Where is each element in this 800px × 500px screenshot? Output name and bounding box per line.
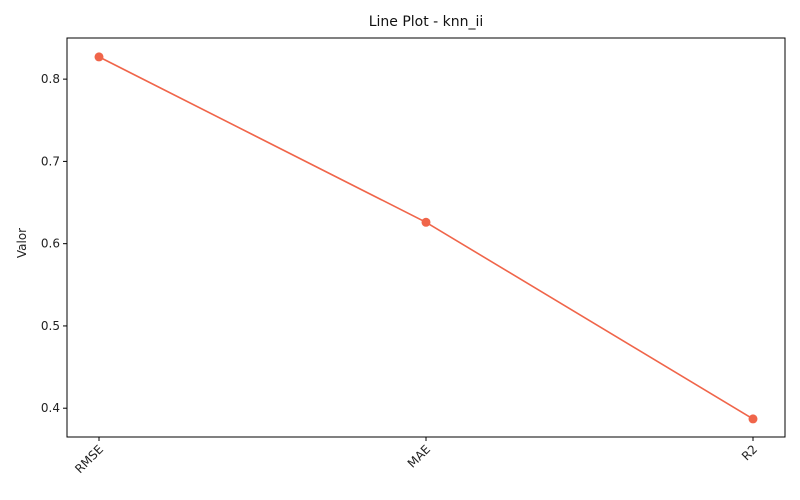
x-tick-label: R2: [739, 442, 760, 463]
y-axis: 0.4 0.5 0.6 0.7 0.8: [41, 72, 67, 415]
y-tick-label: 0.6: [41, 237, 60, 251]
chart-title: Line Plot - knn_ii: [369, 14, 484, 30]
plot-frame: [66, 37, 786, 438]
y-tick-label: 0.4: [41, 401, 60, 415]
y-tick-label: 0.7: [41, 154, 60, 168]
x-tick-label: MAE: [405, 442, 433, 470]
data-point: [94, 52, 104, 62]
series-line: [98, 56, 754, 420]
series-layer: [94, 52, 758, 424]
data-point: [748, 414, 758, 424]
x-axis: RMSE MAE R2: [72, 437, 760, 476]
x-tick-label: RMSE: [72, 442, 106, 476]
y-tick-label: 0.8: [41, 72, 60, 86]
data-point: [421, 217, 431, 227]
y-axis-title: Valor: [15, 228, 29, 258]
y-tick-label: 0.5: [41, 319, 60, 333]
